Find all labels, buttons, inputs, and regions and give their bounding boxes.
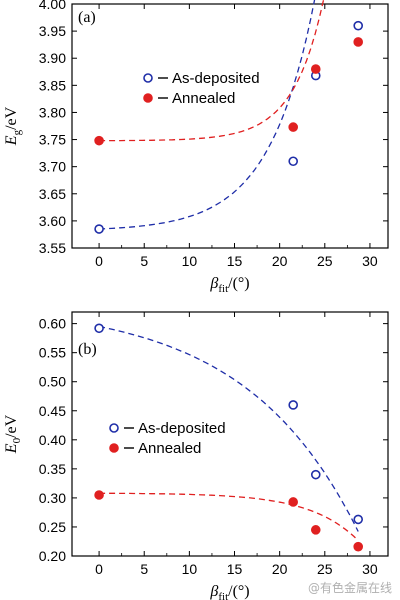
data-point-annealed <box>288 122 299 132</box>
y-tick-label: 0.45 <box>39 403 66 419</box>
y-tick-label: 4.00 <box>39 0 66 12</box>
watermark: @有色金属在线 <box>307 581 392 595</box>
legend-marker <box>109 423 119 433</box>
data-point-as-deposited <box>94 323 104 334</box>
data-point-annealed <box>353 541 364 552</box>
x-tick-label: 0 <box>95 561 103 577</box>
x-tick-label: 0 <box>95 253 103 269</box>
y-tick-label: 0.30 <box>39 490 66 506</box>
y-tick-label: 3.90 <box>39 50 66 66</box>
y-tick-label: 0.50 <box>39 374 66 390</box>
plot-frame <box>71 311 389 557</box>
plot-frame <box>71 3 389 249</box>
panel-label: (a) <box>78 9 96 26</box>
data-point-annealed <box>310 64 321 74</box>
x-tick-label: 20 <box>272 253 288 269</box>
data-point-as-deposited <box>353 514 364 525</box>
data-point-annealed <box>94 135 104 146</box>
data-point-as-deposited <box>310 469 321 480</box>
y-tick-label: 0.35 <box>39 461 66 477</box>
x-tick-label: 15 <box>227 561 243 577</box>
x-tick-label: 10 <box>182 253 198 269</box>
y-tick-label: 3.55 <box>39 240 66 256</box>
x-tick-label: 25 <box>317 561 333 577</box>
data-point-as-deposited <box>353 20 364 31</box>
fit-curve-as-deposited <box>98 325 359 532</box>
y-tick-label: 0.20 <box>39 548 66 564</box>
x-tick-label: 30 <box>362 253 378 269</box>
legend-marker <box>143 73 153 83</box>
y-tick-label: 0.40 <box>39 432 66 448</box>
x-axis-label: βfit/(°) <box>209 583 249 600</box>
legend-label: Annealed <box>172 90 235 107</box>
y-tick-label: 3.95 <box>39 23 66 39</box>
x-tick-label: 10 <box>182 561 198 577</box>
legend-label: As-deposited <box>172 70 260 87</box>
y-tick-label: 0.25 <box>39 519 66 535</box>
data-point-as-deposited <box>288 400 299 410</box>
legend-marker <box>143 93 153 103</box>
data-point-annealed <box>288 497 299 507</box>
y-tick-label: 3.60 <box>39 213 66 229</box>
x-tick-label: 20 <box>272 561 288 577</box>
x-axis-label: βfit/(°) <box>209 275 249 295</box>
chart-panel-a: 0 5 10 15 20 25 30 3.55 3.60 3.65 3.70 3.75 3.80 3.85… <box>3 0 389 295</box>
y-tick-label: 0.60 <box>39 316 66 332</box>
data-point-as-deposited <box>288 156 299 167</box>
y-tick-label: 3.70 <box>39 159 66 175</box>
legend-marker <box>109 443 119 453</box>
fit-curve-annealed <box>99 0 325 142</box>
data-point-annealed <box>94 490 104 500</box>
x-tick-label: 30 <box>362 561 378 577</box>
y-tick-label: 3.85 <box>39 77 66 93</box>
chart-panel-b: 0 5 10 15 20 25 30 0.20 0.25 0.30 0.35 0.40 0.45 0.50… <box>3 311 389 600</box>
data-point-annealed <box>353 37 364 47</box>
y-axis-label: E0/eV <box>3 414 23 454</box>
panel-label: (b) <box>78 341 97 358</box>
fit-curve-annealed <box>99 492 359 541</box>
fit-curve-as-deposited <box>99 0 316 230</box>
y-tick-label: 3.75 <box>39 132 66 148</box>
y-tick-label: 3.80 <box>39 104 66 120</box>
legend-label: As-deposited <box>138 420 226 437</box>
x-tick-label: 25 <box>317 253 333 269</box>
x-tick-label: 5 <box>140 561 148 577</box>
data-point-annealed <box>310 525 321 535</box>
y-tick-label: 3.65 <box>39 186 66 202</box>
y-axis-label: Eg/eV <box>3 106 23 146</box>
legend-label: Annealed <box>138 440 201 457</box>
x-tick-label: 5 <box>140 253 148 269</box>
y-tick-label: 0.55 <box>39 345 66 361</box>
x-tick-label: 15 <box>227 253 243 269</box>
data-point-as-deposited <box>94 224 104 234</box>
